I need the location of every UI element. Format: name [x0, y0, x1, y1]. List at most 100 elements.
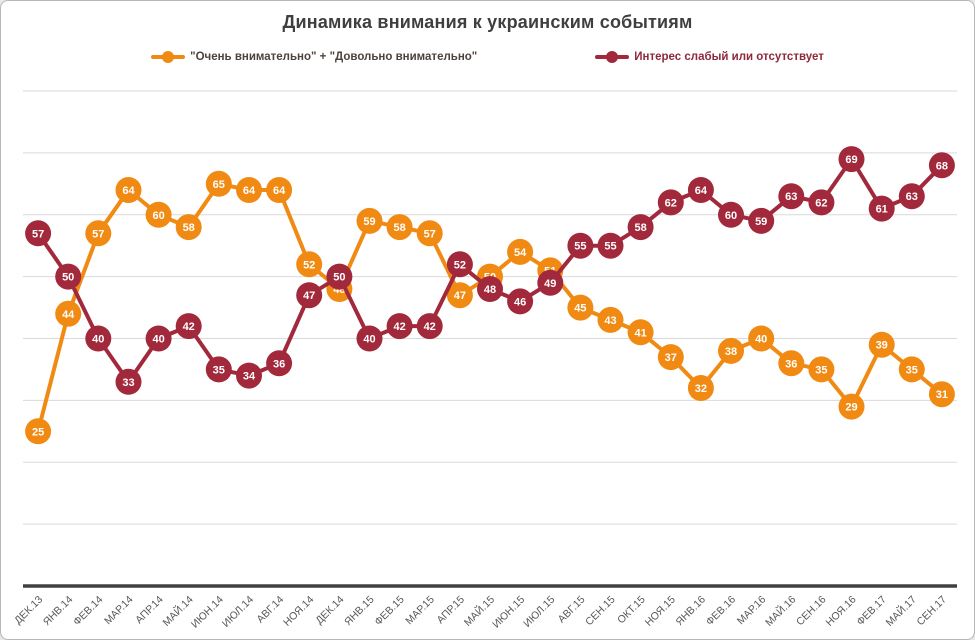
- legend-item-attentive: "Очень внимательно" + "Довольно внимател…: [151, 51, 477, 63]
- data-point-marker: [898, 356, 925, 383]
- data-point-marker: [687, 177, 714, 203]
- data-point-label: 52: [303, 259, 315, 271]
- data-point-marker: [778, 183, 805, 210]
- data-point-marker: [627, 214, 654, 241]
- x-axis-label: МАЙ.17: [883, 593, 919, 629]
- data-point-marker: [718, 337, 744, 364]
- data-point-label: 42: [424, 321, 436, 333]
- x-axis-label: МАР.15: [403, 594, 437, 628]
- data-point-label: 64: [695, 185, 708, 197]
- x-axis-label: НОЯ.15: [643, 594, 678, 629]
- data-point-marker: [236, 362, 262, 389]
- data-point-label: 33: [122, 377, 134, 389]
- data-point-label: 58: [183, 222, 195, 234]
- data-point-label: 41: [634, 327, 646, 339]
- data-point-label: 39: [876, 340, 888, 352]
- data-point-marker: [657, 189, 684, 216]
- data-point-marker: [55, 300, 82, 327]
- data-point-label: 40: [92, 333, 104, 345]
- data-point-marker: [567, 232, 594, 259]
- data-point-label: 40: [755, 333, 767, 345]
- data-point-marker: [446, 251, 473, 278]
- data-point-marker: [416, 313, 443, 340]
- series-attentive-line: [36, 181, 944, 434]
- data-point-marker: [778, 350, 805, 377]
- data-point-label: 64: [243, 185, 256, 197]
- data-point-label: 55: [604, 241, 616, 253]
- data-point-label: 44: [62, 309, 75, 321]
- data-point-label: 64: [122, 185, 135, 197]
- legend: "Очень внимательно" + "Довольно внимател…: [1, 51, 974, 63]
- data-point-label: 48: [484, 284, 496, 296]
- data-point-marker: [386, 313, 413, 340]
- x-axis-label: НОЯ.16: [823, 594, 858, 629]
- data-point-label: 45: [574, 303, 586, 315]
- data-point-label: 25: [32, 426, 44, 438]
- data-point-label: 35: [213, 364, 225, 376]
- x-axis-label: ФЕВ.17: [854, 594, 888, 628]
- data-point-label: 59: [755, 216, 767, 228]
- data-point-marker: [296, 251, 323, 278]
- data-point-marker: [85, 220, 112, 247]
- data-point-marker: [838, 393, 865, 420]
- x-axis-label: ФЕВ.14: [71, 594, 105, 628]
- data-point-label: 54: [514, 247, 527, 259]
- data-point-label: 47: [303, 290, 315, 302]
- legend-label: "Очень внимательно" + "Довольно внимател…: [190, 51, 478, 63]
- x-axis-label: МАР.14: [102, 594, 136, 628]
- data-point-label: 69: [845, 154, 857, 166]
- data-point-marker: [145, 201, 172, 228]
- x-axis-label: ЯНВ.15: [342, 594, 377, 629]
- data-point-label: 42: [393, 321, 405, 333]
- legend-item-weak: Интерес слабый или отсутствует: [595, 51, 824, 63]
- data-point-marker: [808, 356, 835, 383]
- data-point-marker: [85, 325, 112, 352]
- data-point-label: 50: [62, 272, 74, 284]
- data-point-marker: [808, 189, 835, 216]
- data-point-marker: [296, 282, 323, 309]
- x-axis-label: ЯНВ.16: [674, 594, 709, 629]
- data-point-marker: [175, 313, 202, 340]
- data-point-label: 38: [725, 346, 737, 358]
- data-point-marker: [657, 344, 684, 371]
- data-point-marker: [175, 214, 202, 241]
- data-point-marker: [567, 294, 594, 321]
- data-point-marker: [507, 238, 534, 265]
- data-point-label: 35: [906, 364, 918, 376]
- data-point-marker: [115, 368, 142, 395]
- data-point-marker: [55, 263, 82, 290]
- data-point-marker: [748, 325, 775, 352]
- data-point-label: 63: [785, 191, 797, 203]
- data-point-label: 59: [363, 216, 375, 228]
- data-point-label: 60: [725, 210, 737, 222]
- x-axis-label: СЕН.17: [915, 594, 950, 629]
- data-point-label: 68: [936, 160, 948, 172]
- x-axis-label: МАЙ.16: [762, 593, 798, 629]
- data-point-marker: [838, 146, 865, 173]
- data-point-marker: [326, 263, 353, 290]
- data-point-marker: [356, 207, 383, 234]
- legend-line-marker-icon: [595, 51, 630, 63]
- data-point-marker: [386, 214, 413, 241]
- data-point-label: 31: [936, 389, 948, 401]
- data-point-label: 36: [785, 358, 797, 370]
- legend-line-marker-icon: [151, 51, 186, 63]
- data-point-label: 46: [514, 296, 526, 308]
- data-point-label: 37: [665, 352, 677, 364]
- x-axis-label: НОЯ.14: [281, 594, 316, 629]
- data-point-marker: [718, 201, 744, 228]
- data-point-label: 40: [152, 333, 164, 345]
- x-axis-label: ЯНВ.14: [41, 594, 76, 629]
- data-point-marker: [205, 356, 232, 383]
- data-point-label: 47: [454, 290, 466, 302]
- data-point-label: 55: [574, 241, 586, 253]
- data-point-label: 34: [243, 371, 256, 383]
- data-point-label: 62: [665, 197, 677, 209]
- legend-label: Интерес слабый или отсутствует: [634, 51, 824, 63]
- data-point-label: 61: [876, 204, 888, 216]
- data-point-marker: [868, 331, 895, 358]
- data-point-marker: [477, 276, 503, 302]
- data-point-label: 52: [454, 259, 466, 271]
